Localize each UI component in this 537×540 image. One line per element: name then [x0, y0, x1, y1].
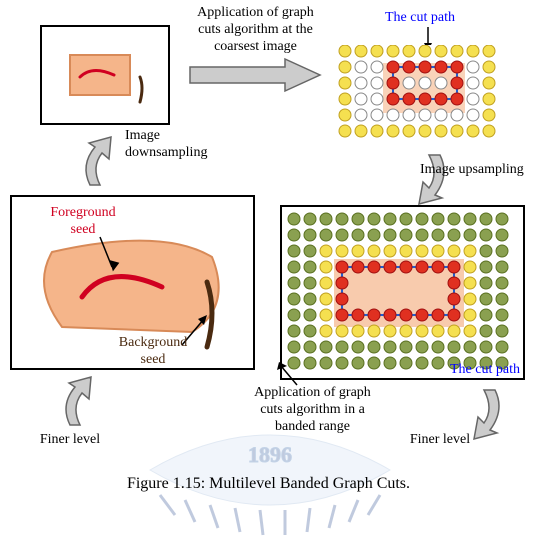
label-finer-right-text: Finer level [410, 432, 470, 447]
label-foreground-seed: Foreground seed [38, 205, 128, 239]
label-banded-range: Application of graph cuts algorithm in a… [235, 385, 390, 435]
label-background-seed: Background seed [108, 335, 198, 369]
label-upsampling-text: Image upsampling [420, 162, 524, 177]
grid-top-svg [335, 45, 505, 145]
panel-coarsest-image [40, 25, 170, 125]
grid-bottom-svg [282, 207, 523, 378]
figure-caption: Figure 1.15: Multilevel Banded Graph Cut… [0, 475, 537, 493]
label-finer-left: Finer level [30, 432, 110, 449]
coarsest-image-content [42, 27, 168, 123]
label-foreground-seed-text: Foreground seed [50, 205, 115, 237]
label-top-middle: Application of graph cuts algorithm at t… [178, 5, 333, 55]
svg-text:1896: 1896 [248, 442, 292, 467]
label-finer-right: Finer level [400, 432, 480, 449]
label-banded-range-text: Application of graph cuts algorithm in a… [254, 385, 371, 434]
label-downsampling-text: Image downsampling [125, 128, 207, 160]
panel-grid-bottom [280, 205, 525, 380]
label-top-middle-text: Application of graph cuts algorithm at t… [197, 5, 314, 54]
label-downsampling: Image downsampling [125, 128, 235, 162]
arrow-right-top [185, 55, 325, 95]
pointer-banded-range [275, 360, 305, 390]
label-cut-path-bottom-text: The cut path [450, 362, 520, 377]
label-cut-path-bottom: The cut path [440, 362, 530, 379]
figure-caption-text: Figure 1.15: Multilevel Banded Graph Cut… [127, 475, 410, 492]
label-background-seed-text: Background seed [119, 335, 187, 367]
arrow-finer-left [55, 375, 115, 430]
label-cut-path-top-text: The cut path [385, 10, 455, 25]
label-finer-left-text: Finer level [40, 432, 100, 447]
label-upsampling: Image upsampling [420, 162, 537, 179]
panel-grid-top [335, 45, 505, 145]
